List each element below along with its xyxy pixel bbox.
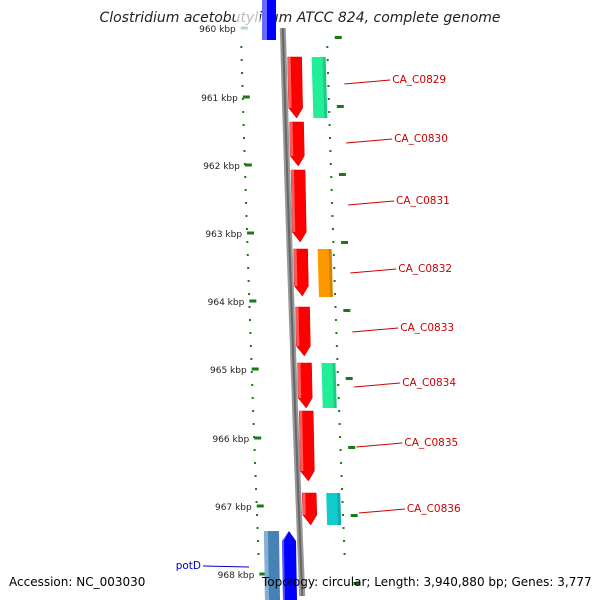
gene-arrow-ca-c0835	[298, 410, 315, 482]
gene-label-leader	[350, 268, 397, 274]
gene-arrow-potd	[282, 531, 297, 600]
gene-label-potd: potD	[176, 560, 201, 572]
scale-label: 965 kbp	[210, 366, 247, 376]
scale-tick	[247, 231, 255, 235]
gene-arrow-ca-c0832	[293, 248, 309, 297]
gene-label: CA_C0835	[404, 437, 458, 449]
gene-label: CA_C0834	[402, 377, 456, 389]
cog-box-ca-c0832	[317, 249, 333, 297]
dotted-guide-left	[240, 46, 260, 555]
dotted-guide-layer	[240, 46, 346, 555]
scale-tick-right	[348, 446, 356, 449]
gene-label: CA_C0831	[396, 195, 450, 207]
gene-arrow-ca-c0831	[290, 169, 307, 243]
scale-tick-right	[350, 514, 358, 517]
backbone-layer	[279, 27, 306, 597]
gene-arrow-ca-c0829	[287, 56, 303, 119]
genome-summary-text: Topology: circular; Length: 3,940,880 bp…	[262, 575, 592, 589]
scale-label: 966 kbp	[212, 435, 249, 445]
scale-tick-right	[334, 36, 342, 39]
cog-box-ca-c0829	[311, 57, 328, 118]
scale-label: 968 kbp	[218, 571, 255, 581]
gene-label-leader	[347, 200, 395, 206]
scale-tick-right	[338, 173, 346, 176]
cog-box-ca-c0834	[321, 363, 337, 408]
gene-label-leader	[344, 79, 391, 85]
gene-arrow-ca-c0830	[289, 121, 305, 167]
scale-tick	[256, 504, 264, 508]
gene-label-leader	[354, 382, 401, 388]
steelblue-gene-bottom	[264, 531, 280, 600]
scale-label: 961 kbp	[201, 94, 238, 104]
accession-text: Accession: NC_003030	[9, 575, 146, 589]
gene-track	[236, 0, 342, 600]
scale-label: 963 kbp	[205, 230, 242, 240]
gene-label-leader	[352, 327, 399, 333]
scale-tick	[242, 95, 250, 99]
gene-label-leader	[358, 508, 405, 514]
scale-tick	[249, 299, 257, 303]
scale-tick	[244, 163, 252, 167]
gene-arrow-ca-c0836	[301, 492, 318, 526]
scale-tick-right	[345, 377, 353, 380]
gene-label: CA_C0830	[394, 133, 448, 145]
gene-label-leader	[356, 442, 403, 448]
gene-arrow-ca-c0834	[297, 362, 313, 409]
scale-label: 967 kbp	[215, 503, 252, 513]
scale-tick	[251, 367, 259, 371]
gene-label: CA_C0832	[398, 263, 452, 275]
cog-box-ca-c0836	[326, 493, 342, 525]
gene-labels: CA_C0829 CA_C0830 CA_C0831 CA_C0832 CA_C0833…	[176, 74, 461, 572]
gene-label-leader	[202, 565, 250, 568]
scale-tick	[254, 436, 262, 440]
gene-label-leader	[346, 138, 393, 144]
scale-label: 964 kbp	[208, 298, 245, 308]
blue-gene-top	[236, 0, 276, 40]
gene-label: CA_C0833	[400, 322, 454, 334]
scale-tick-right	[336, 105, 344, 108]
scale-label: 962 kbp	[203, 162, 240, 172]
scale-tick	[259, 572, 267, 576]
scale-tick-right	[341, 241, 349, 244]
scale-label: 960 kbp	[199, 25, 236, 35]
gene-label: CA_C0836	[407, 503, 461, 515]
scale-tick-right	[343, 309, 351, 312]
dotted-guide-right	[326, 46, 346, 555]
page-title: Clostridium acetobutylicum ATCC 824, com…	[99, 10, 501, 26]
genome-backbone-shade	[281, 27, 304, 597]
gene-arrow-ca-c0833	[295, 306, 311, 357]
gene-label: CA_C0829	[392, 74, 446, 86]
scale-tick-right	[353, 582, 361, 585]
